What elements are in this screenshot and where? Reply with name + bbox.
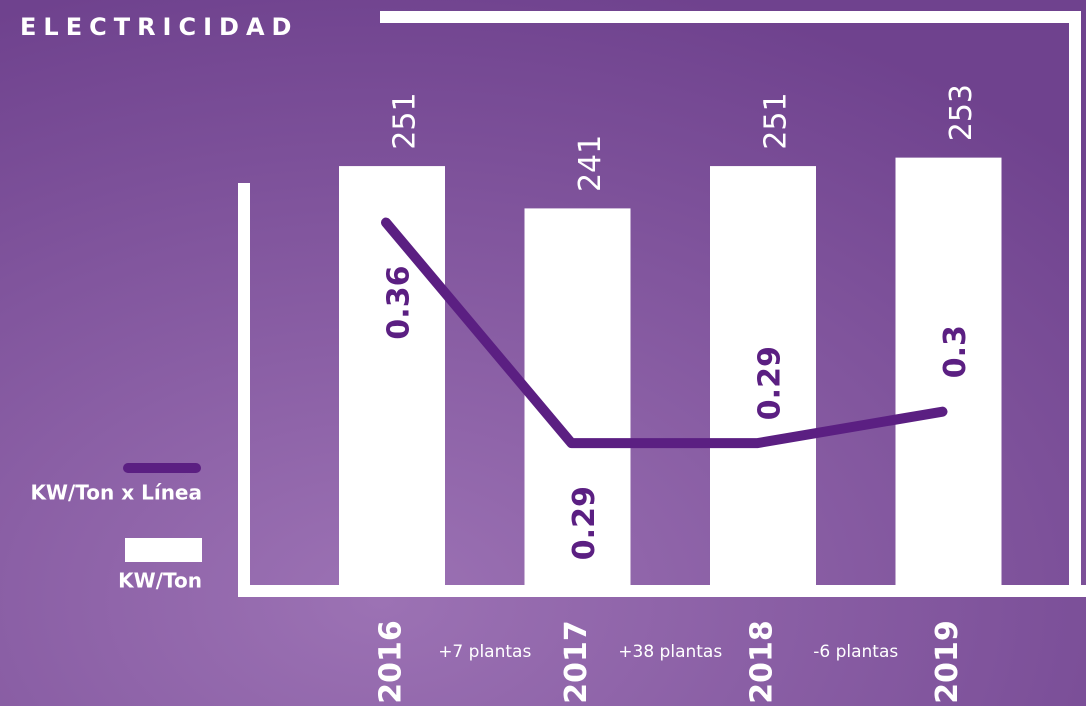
annotation: +38 plantas [618,642,722,662]
bar [895,157,1002,586]
line-value-label: 0.3 [938,325,973,378]
chart-title: ELECTRICIDAD [20,13,298,41]
bar [710,166,816,586]
frame [238,183,1086,597]
bar-value-label: 253 [944,84,979,141]
x-tick-label: 2019 [930,620,965,704]
legend-label: KW/Ton [118,569,202,593]
x-tick-label: 2018 [745,620,780,704]
x-tick-label: 2017 [559,620,594,704]
line-value-label: 0.29 [567,486,602,560]
line [381,217,948,449]
bar [524,208,631,586]
line-value-label: 0.29 [753,346,788,420]
annotation: -6 plantas [813,642,898,662]
bar-value-label: 241 [573,135,608,192]
frame [380,11,1081,590]
bar-value-label: 251 [759,92,794,149]
legend-swatch [125,538,202,562]
legend-label: KW/Ton x Línea [30,481,202,505]
annotation: +7 plantas [438,642,531,662]
x-tick-label: 2016 [374,620,409,704]
line-value-label: 0.36 [382,266,417,340]
bar-value-label: 251 [388,92,423,149]
